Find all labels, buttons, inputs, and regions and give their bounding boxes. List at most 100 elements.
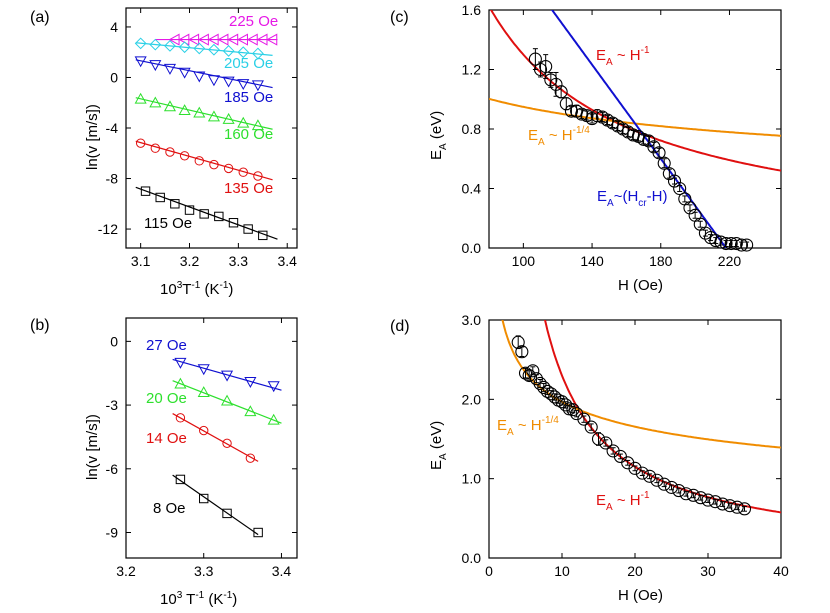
panel-a-xlabel-g: ) <box>228 281 233 298</box>
data-point <box>566 403 580 417</box>
annotation-c-inverse-b: A <box>606 57 613 68</box>
annotation-c-linear: EA~(Hcr-H) <box>597 188 667 209</box>
data-point <box>650 473 664 487</box>
triangle-down-marker <box>193 71 206 83</box>
square-marker <box>228 218 239 228</box>
panel-a-label: (a) <box>30 9 50 26</box>
x-tick-label: 3.1 <box>131 253 151 269</box>
panel-b-xlabel-g: ) <box>232 591 237 608</box>
panel-c-label: (c) <box>390 9 409 26</box>
panel-d-label: (d) <box>390 318 410 335</box>
panel-a-xlabel: 103T-1 (K-1) <box>160 280 233 298</box>
data-point <box>734 238 749 252</box>
data-point <box>698 226 712 240</box>
x-tick-label: 3.4 <box>277 253 297 269</box>
data-point <box>729 236 743 251</box>
diamond-marker <box>134 37 147 50</box>
triangle-down-marker <box>163 63 177 75</box>
triangle-up-marker <box>222 112 235 124</box>
annotation-c-linear-d: cr <box>638 198 647 209</box>
data-point <box>667 174 682 188</box>
x-tick-label: 3.3 <box>229 253 249 269</box>
data-point <box>664 480 679 494</box>
y-tick-label: 0.4 <box>462 181 482 197</box>
panel-b: (b) 3.2 3.3 3.4 0 -3 -6 -9 27 Oe 20 Oe 14 Oe 8… <box>30 317 298 608</box>
square-marker <box>140 186 151 196</box>
series-label-27: 27 Oe <box>146 337 187 354</box>
panel-d-ylabel-b: A <box>438 453 449 460</box>
circle-marker <box>223 163 234 174</box>
diamond-marker <box>208 43 220 56</box>
y-tick-label: -6 <box>106 461 119 477</box>
fit-line <box>172 358 282 391</box>
series-label-20: 20 Oe <box>146 390 187 407</box>
panel-d-ticks: 0 10 20 30 40 0.0 1.0 2.0 3.0 <box>462 312 789 579</box>
y-tick-label: 4 <box>110 19 118 35</box>
diamond-marker <box>252 47 264 60</box>
circle-marker <box>165 147 175 157</box>
panel-b-fit-lines <box>172 358 282 536</box>
y-tick-label: 0.8 <box>462 121 482 137</box>
square-marker <box>199 209 209 219</box>
circle-marker <box>194 156 204 166</box>
circle-marker <box>238 167 248 177</box>
diamond-marker <box>178 41 191 54</box>
panel-a-xlabel-b: 3 <box>177 280 183 291</box>
y-tick-label: -9 <box>106 525 119 541</box>
panel-b-markers <box>174 357 280 538</box>
panel-b-ticks: 3.2 3.3 3.4 0 -3 -6 -9 <box>106 318 297 579</box>
annotation-c-quarter-c: ~ H <box>545 127 573 144</box>
square-marker <box>199 493 209 504</box>
data-point <box>544 73 558 87</box>
diamond-marker <box>222 45 235 57</box>
triangle-up-marker <box>244 405 257 417</box>
panel-b-xlabel: 103 T-1 (K-1) <box>160 590 237 608</box>
series-label-225: 225 Oe <box>229 13 278 30</box>
x-tick-label: 140 <box>580 253 604 269</box>
data-point <box>740 238 754 252</box>
data-point <box>683 201 697 215</box>
triangle-down-marker <box>267 381 280 393</box>
panel-b-xlabel-c: T <box>182 591 195 608</box>
panel-b-xlabel-e: (K <box>204 591 223 608</box>
data-point <box>584 420 598 434</box>
panel-d-ylabel-c: (eV) <box>428 421 445 454</box>
annotation-d-quarter-a: E <box>497 417 507 434</box>
y-tick-label: 1.2 <box>462 62 482 78</box>
annotation-c-quarter-b: A <box>538 137 545 148</box>
data-point <box>709 234 723 248</box>
series-label-205: 205 Oe <box>224 55 273 72</box>
x-tick-label: 220 <box>718 253 742 269</box>
triangle-up-marker <box>149 96 162 108</box>
inverse-fit-curve <box>489 10 781 172</box>
data-point <box>716 497 730 511</box>
data-point <box>730 500 744 514</box>
panel-d-ylabel: EA (eV) <box>428 421 449 470</box>
data-point <box>635 466 649 480</box>
annotation-c-quarter-d: -1/4 <box>573 125 591 136</box>
data-point <box>679 487 693 501</box>
triangle-down-marker <box>207 75 220 87</box>
annotation-c-inverse-a: E <box>596 47 606 64</box>
annotation-c-quarter-a: E <box>528 127 538 144</box>
triangle-down-marker <box>222 76 235 88</box>
quarter-fit-curve <box>501 320 781 449</box>
circle-marker <box>245 453 256 463</box>
triangle-up-marker <box>220 394 234 406</box>
x-tick-label: 3.3 <box>194 563 214 579</box>
triangle-up-marker <box>251 119 264 131</box>
panel-b-frame <box>125 317 298 559</box>
triangle-up-marker <box>207 110 220 122</box>
circle-marker <box>175 413 186 423</box>
data-point <box>662 167 676 181</box>
y-tick-label: 2.0 <box>462 391 482 407</box>
panel-a-ylabel: ln(v [m/s]) <box>84 104 101 170</box>
data-point <box>657 156 671 170</box>
triangle-left-marker <box>266 33 278 46</box>
fit-line <box>135 186 278 240</box>
fit-line <box>135 140 273 181</box>
triangle-up-marker <box>237 116 250 128</box>
annotation-c-linear-e: -H) <box>647 188 668 205</box>
data-point <box>628 461 642 475</box>
